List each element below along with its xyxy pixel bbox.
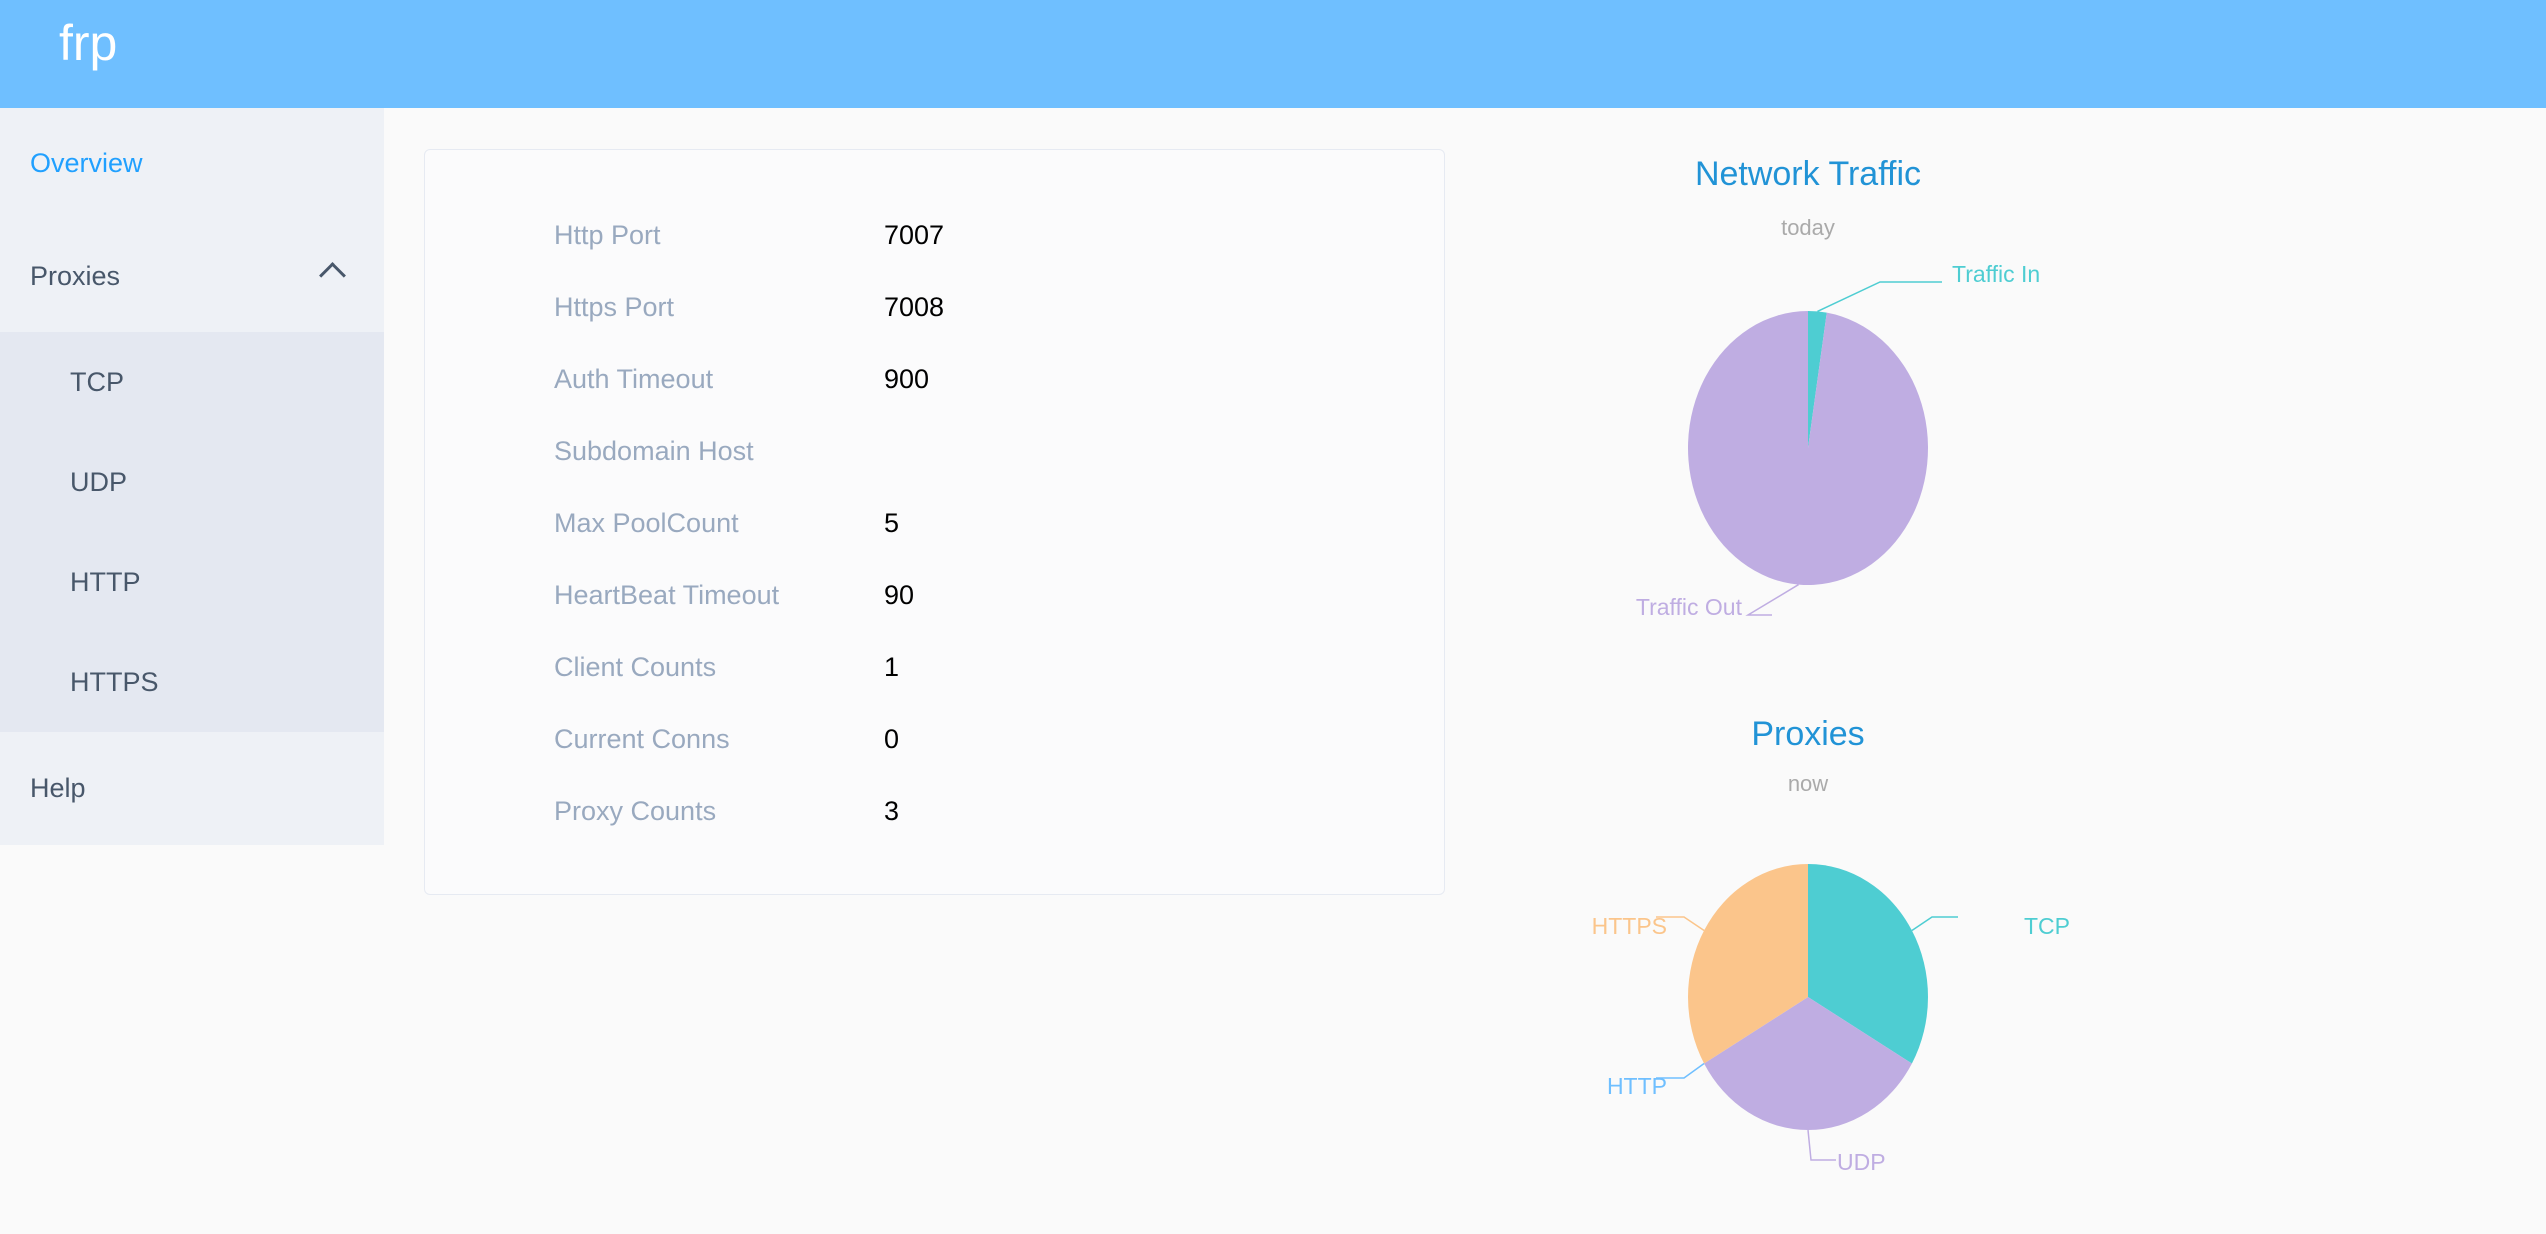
slice-label: TCP <box>2024 913 2070 939</box>
info-label: Client Counts <box>554 652 717 682</box>
info-row: Proxy Counts 3 <box>425 796 1444 836</box>
info-row: Auth Timeout 900 <box>425 364 1444 404</box>
info-label: Auth Timeout <box>554 364 714 394</box>
label-line <box>1656 1062 1705 1079</box>
info-label: HeartBeat Timeout <box>554 580 780 610</box>
label-line <box>1807 1129 1836 1161</box>
sidebar-item-https[interactable]: HTTPS <box>70 666 159 697</box>
chart-title: Proxies <box>1751 715 1864 753</box>
info-value: 900 <box>884 364 930 394</box>
info-value: 3 <box>884 796 900 826</box>
pie-slice-traffic-in[interactable] <box>1808 311 1827 448</box>
sidebar-item-overview[interactable]: Overview <box>30 147 143 178</box>
chart-subtitle: today <box>1781 215 1835 240</box>
chart-title: Network Traffic <box>1695 155 1921 193</box>
sidebar-item-help[interactable]: Help <box>30 772 86 803</box>
info-value: 1 <box>884 652 900 682</box>
info-value: 90 <box>884 580 915 610</box>
pie-slice-traffic-out[interactable] <box>1688 311 1928 585</box>
info-row: Http Port 7007 <box>425 220 1444 260</box>
pie-slice-tcp[interactable] <box>1808 864 1929 1064</box>
info-row: Https Port 7008 <box>425 292 1444 332</box>
app-header: frp <box>0 0 2546 108</box>
info-row: Subdomain Host <box>425 436 1444 476</box>
label-line <box>1656 916 1705 932</box>
sidebar: Overview Proxies TCP UDP HTTP HTTPS Help <box>0 108 384 845</box>
info-label: Proxy Counts <box>554 796 717 826</box>
slice-label: Traffic Out <box>1636 594 1743 620</box>
info-label: Current Conns <box>554 724 730 754</box>
pie-slice-https[interactable] <box>1688 864 1808 1064</box>
slice-label: UDP <box>1837 1149 1886 1175</box>
sidebar-item-proxies[interactable]: Proxies <box>0 226 384 326</box>
info-label: Subdomain Host <box>554 436 754 466</box>
info-value: 7007 <box>884 220 945 250</box>
info-row: Client Counts 1 <box>425 652 1444 692</box>
info-row: HeartBeat Timeout 90 <box>425 580 1444 620</box>
label-line <box>1745 583 1799 616</box>
info-row: Max PoolCount 5 <box>425 508 1444 548</box>
sidebar-item-tcp[interactable]: TCP <box>70 366 124 397</box>
label-line <box>1817 281 1942 313</box>
chart-subtitle: now <box>1788 771 1828 796</box>
slice-label: HTTPS <box>1592 913 1667 939</box>
slice-label: HTTP <box>1607 1073 1667 1099</box>
info-label: Https Port <box>554 292 675 322</box>
slice-label: Traffic In <box>1952 261 2040 287</box>
proxies-submenu: TCP UDP HTTP HTTPS <box>0 332 384 732</box>
sidebar-item-udp[interactable]: UDP <box>70 466 128 497</box>
info-value: 5 <box>884 508 900 538</box>
info-row: Current Conns 0 <box>425 724 1444 764</box>
info-label: Max PoolCount <box>554 508 739 538</box>
server-info-card: Http Port 7007 Https Port 7008 Auth Timeout 9… <box>424 149 1445 895</box>
info-value: 7008 <box>884 292 945 322</box>
brand-logo[interactable]: frp <box>59 15 118 71</box>
sidebar-item-http[interactable]: HTTP <box>70 566 141 597</box>
sidebar-item-label: Proxies <box>30 260 121 291</box>
info-value: 0 <box>884 724 900 754</box>
label-line <box>1911 916 1958 932</box>
info-label: Http Port <box>554 220 661 250</box>
